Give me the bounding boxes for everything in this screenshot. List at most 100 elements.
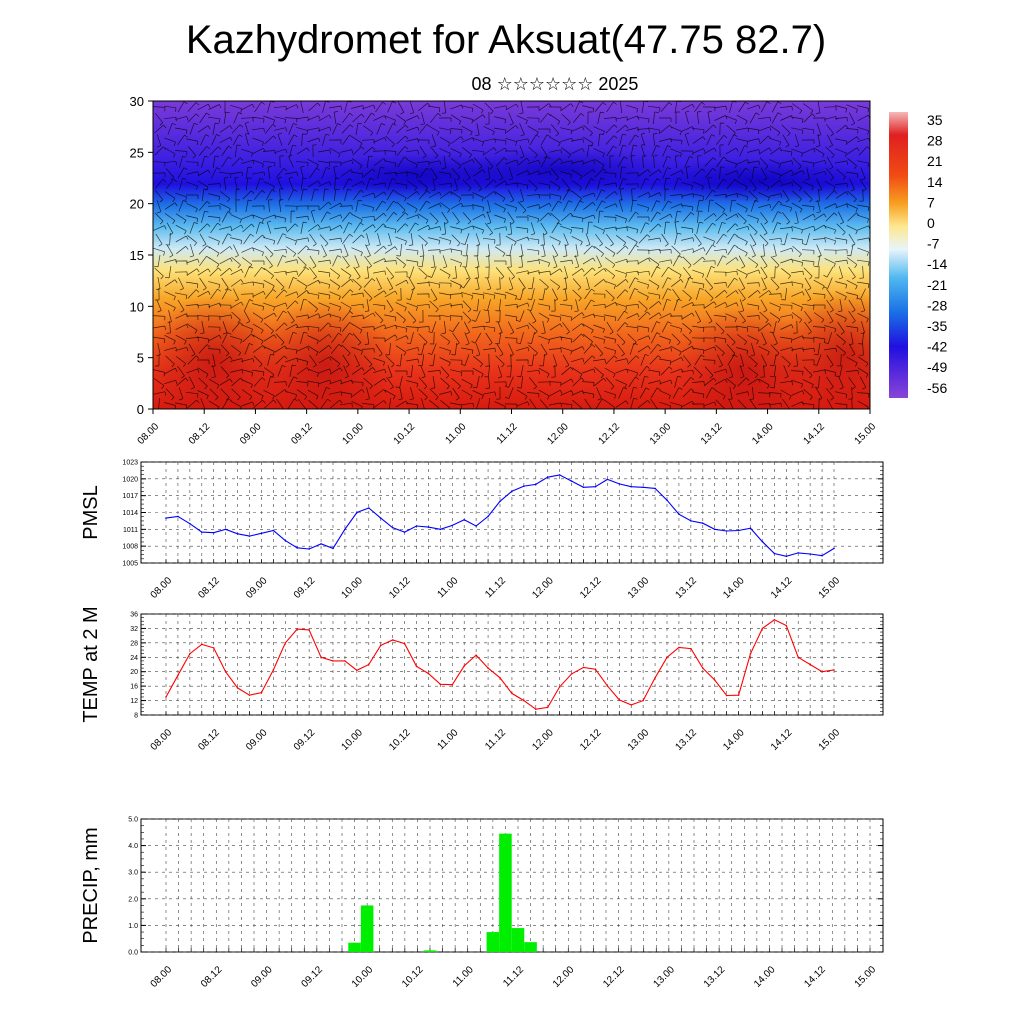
precip-xtick-label: 12.12 [601,964,627,990]
pmsl-point [499,500,501,503]
precip-panel: 0.0 1.0 2.0 3.0 4.0 5.0 PRECIP, mm [80,817,884,957]
pmsl-point [475,525,477,527]
heatmap-xtick-label: 11.00 [443,421,468,446]
temp-point [570,673,573,675]
colorbar-label: -42 [927,339,947,355]
pmsl-point [797,552,800,554]
pmsl-point [260,532,263,535]
temp-point [189,652,191,655]
colorbar-label: -21 [927,277,947,293]
pmsl-point [463,518,466,521]
warm-core [255,300,395,409]
temp-xtick-label: 13.00 [626,727,652,753]
heatmap-ytick-label: 20 [130,197,144,212]
temp-point [833,669,835,671]
temp-point [690,647,692,650]
pmsl-point [415,525,418,527]
pmsl-point [344,528,346,531]
pmsl-point [570,480,573,482]
temp-xtick-label: 14.12 [769,727,795,753]
pmsl-point [618,483,621,485]
pmsl-xtick-label: 08.00 [149,575,175,601]
temp-ytick-label: 16 [130,684,138,691]
precip-xtick-label: 10.00 [350,964,376,990]
temp-point [534,708,537,711]
colorbar-label: 7 [927,194,935,210]
pmsl-ytick-label: 1020 [122,476,138,483]
temp-xtick-label: 11.00 [435,727,460,752]
pmsl-xtick-label: 14.12 [769,575,795,601]
pmsl-point [177,515,179,518]
pmsl-ylabel: PMSL [80,485,102,539]
precip-ytick-label: 1.0 [128,923,138,930]
pmsl-point [236,533,239,535]
temp-point [821,670,823,673]
heatmap-ytick-label: 30 [130,94,144,109]
colorbar-label: -28 [927,297,947,313]
pmsl-point [761,540,764,543]
pmsl-ytick-label: 1014 [122,510,138,517]
precip-bar [511,928,525,952]
chart-subtitle: 08 ☆☆☆☆☆☆ 2025 [471,74,639,94]
temp-xtick-label: 08.12 [196,727,222,753]
heatmap-xtick-label: 13.12 [699,421,725,447]
pmsl-point [403,531,406,533]
precip-bar [524,942,537,952]
heatmap-xtick-label: 10.00 [341,421,367,447]
precip-xtick-label: 12.00 [551,964,577,990]
warm-core [153,295,285,409]
temp-point [296,628,299,630]
precip-xtick-label: 11.00 [451,964,476,989]
colorbar-label: 21 [927,153,943,169]
temp-point [224,670,227,673]
temp-point [367,663,370,666]
colorbar-label: 28 [927,133,943,149]
pmsl-ytick-label: 1008 [122,544,138,551]
pmsl-point [427,526,430,528]
temp-point [248,694,251,696]
precip-xtick-label: 13.12 [702,964,728,990]
pmsl-xtick-label: 13.00 [626,575,652,601]
temp-point [177,674,179,677]
pmsl-xtick-label: 12.12 [578,575,604,601]
precip-xtick-label: 14.00 [752,964,778,990]
pmsl-point [701,522,704,524]
temp-point [797,656,800,659]
colorbar [889,112,908,398]
precip-ytick-label: 5.0 [128,817,138,824]
pmsl-xtick-label: 13.12 [674,575,700,601]
precip-bar [486,932,500,952]
heatmap-ytick-label: 25 [130,145,144,160]
pmsl-point [737,529,740,532]
pmsl-point [391,526,394,529]
temp-point [475,654,477,656]
pmsl-ytick-label: 1011 [123,527,138,534]
pmsl-xtick-label: 11.00 [435,575,460,600]
pmsl-xtick-label: 15.00 [817,575,843,601]
heatmap-xtick-label: 10.12 [392,421,418,447]
colorbar-label: 35 [927,112,943,128]
precip-xtick-label: 15.00 [853,964,879,990]
temp-ytick-label: 12 [130,698,138,705]
cold-core [650,158,870,202]
temp-ytick-label: 8 [134,713,138,720]
pmsl-point [451,524,454,527]
pmsl-point [666,499,668,501]
pmsl-point [212,531,215,534]
temp-xtick-label: 15.00 [817,727,843,753]
wind-barbs [153,101,870,409]
temp-point [773,618,776,621]
temp-ytick-label: 32 [130,626,138,633]
precip-ytick-label: 3.0 [128,870,138,877]
colorbar-label: 14 [927,174,943,190]
temp-point [594,668,597,670]
pmsl-point [725,530,728,532]
colorbar-label: -14 [927,256,947,272]
heatmap-xtick-label: 09.00 [238,421,264,447]
precip-xtick-label: 09.12 [300,964,326,990]
heatmap-ytick-label: 0 [137,402,144,417]
pmsl-ytick-label: 1017 [122,493,138,500]
temp-ytick-label: 20 [130,669,138,676]
temp-point [642,699,644,702]
pmsl-xtick-label: 14.00 [721,575,747,601]
